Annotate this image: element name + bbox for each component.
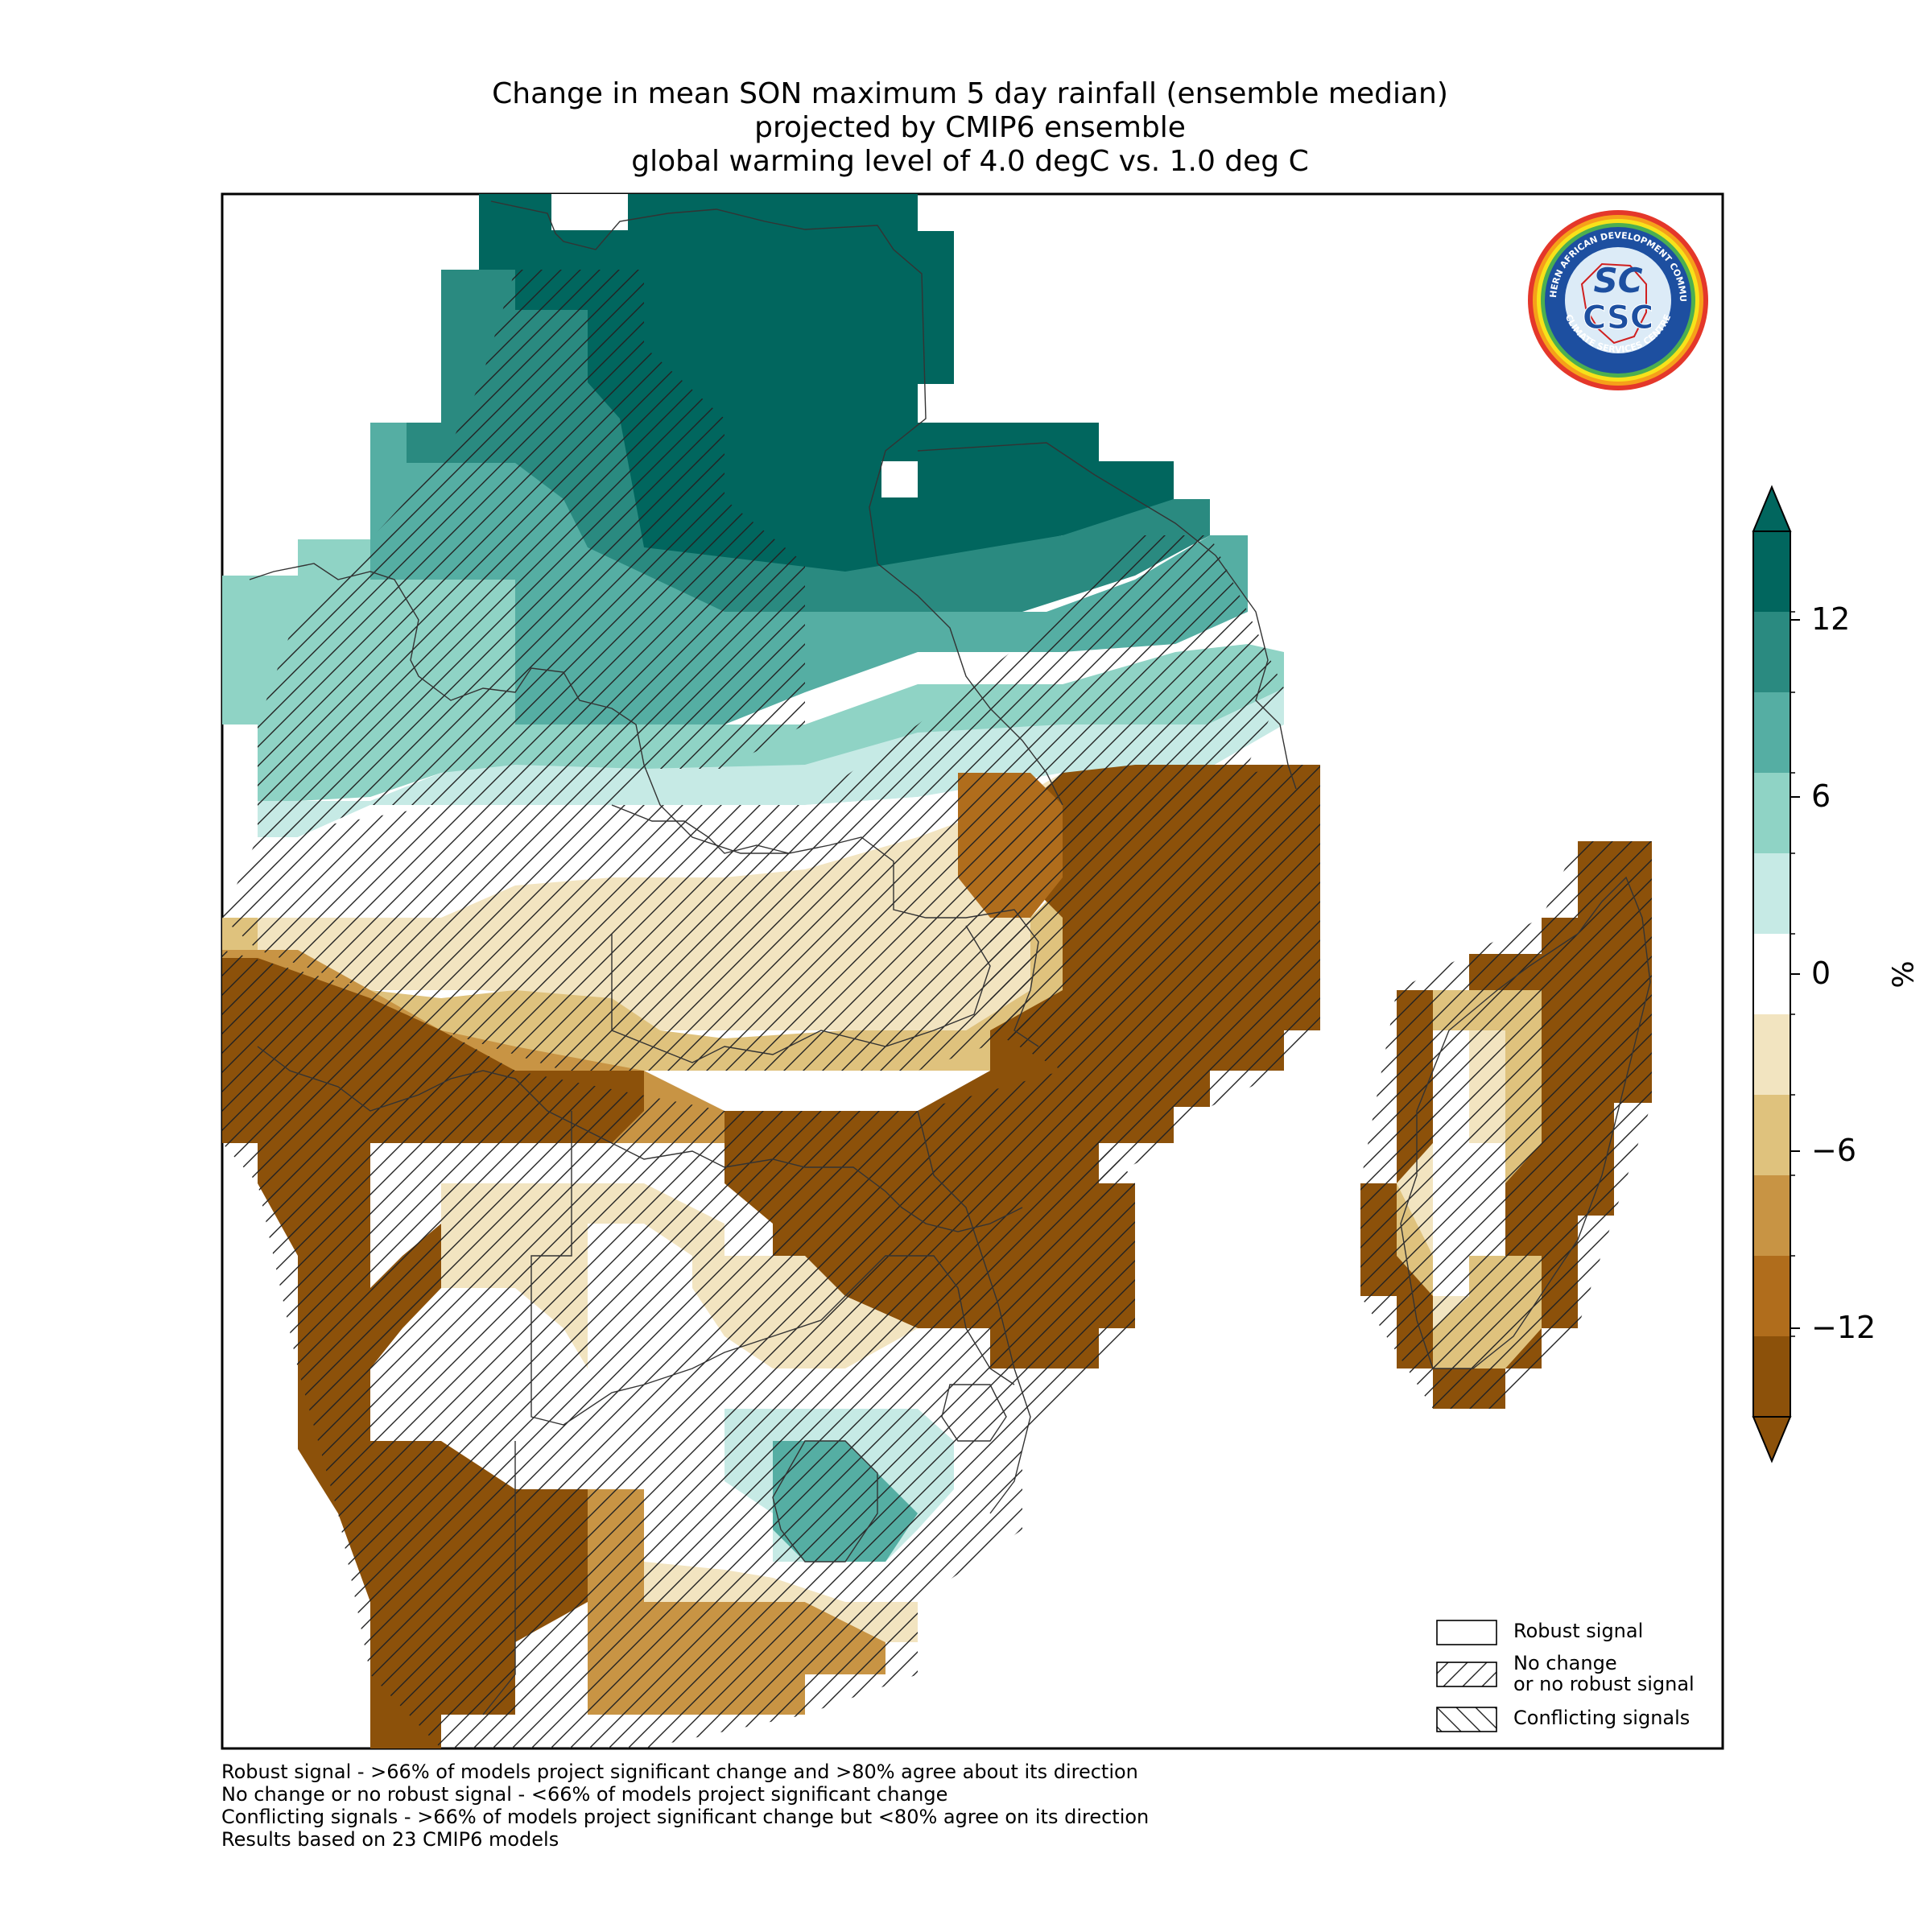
hatch-region-south [222, 950, 1135, 1748]
colorbar [1752, 485, 1800, 1463]
colorbar-tick-minus-12: −12 [1811, 1310, 1876, 1345]
map-area [222, 194, 1652, 1748]
colorbar-bin [1753, 773, 1790, 853]
hatch-region-madagascar [1360, 841, 1652, 1409]
map-title: Change in mean SON maximum 5 day rainfal… [217, 77, 1723, 179]
colorbar-bin [1753, 1175, 1790, 1256]
title-line-1: Change in mean SON maximum 5 day rainfal… [492, 77, 1448, 110]
legend-swatch-conflicting [1436, 1707, 1497, 1732]
logo-center-text: CSC [1583, 299, 1653, 336]
colorbar-bin [1753, 1095, 1790, 1175]
colorbar-bin [1753, 612, 1790, 692]
colorbar-extend-high [1752, 485, 1792, 532]
footnotes: Robust signal - >66% of models project s… [221, 1761, 1149, 1851]
colorbar-bin [1753, 531, 1790, 612]
footnote-conflicting: Conflicting signals - >66% of models pro… [221, 1806, 1150, 1828]
legend-label-no-robust-2: or no robust signal [1513, 1673, 1695, 1695]
colorbar-bin [1753, 934, 1790, 1014]
svg-text:SC: SC [1593, 261, 1642, 300]
footnote-models: Results based on 23 CMIP6 models [221, 1828, 559, 1851]
title-line-3: global warming level of 4.0 degC vs. 1.0… [631, 145, 1309, 178]
cell-white-gap-north [551, 194, 628, 230]
hatch-region-east [990, 765, 1320, 1183]
colorbar-unit-label: % [1887, 960, 1921, 989]
legend-swatch-no-robust [1436, 1662, 1497, 1687]
colorbar-bin [1753, 692, 1790, 773]
colorbar-bin [1753, 1256, 1790, 1336]
colorbar-bin [1753, 1014, 1790, 1095]
footnote-robust: Robust signal - >66% of models project s… [221, 1761, 1138, 1783]
legend-label-conflicting: Conflicting signals [1513, 1707, 1690, 1729]
colorbar-tick-12: 12 [1811, 601, 1851, 637]
colorbar-extend-low [1752, 1416, 1792, 1463]
colorbar-tick-minus-6: −6 [1811, 1133, 1857, 1168]
title-line-2: projected by CMIP6 ensemble [754, 111, 1186, 144]
hatch-region-north [258, 270, 805, 837]
cell-white-gap [881, 461, 918, 497]
colorbar-bin [1753, 1336, 1790, 1417]
footnote-no-change: No change or no robust signal - <66% of … [221, 1783, 948, 1806]
colorbar-bin [1753, 853, 1790, 934]
sadc-csc-logo: SC CSC SOUTHERN AFRICAN DEVELOPMENT COMM… [1525, 208, 1708, 390]
legend-swatch-robust [1436, 1620, 1497, 1645]
legend-label-robust: Robust signal [1513, 1620, 1644, 1642]
colorbar-tick-0: 0 [1811, 956, 1831, 991]
legend-label-no-robust-1: No change [1513, 1652, 1617, 1674]
colorbar-tick-6: 6 [1811, 778, 1831, 814]
country-borders [249, 200, 1651, 1715]
